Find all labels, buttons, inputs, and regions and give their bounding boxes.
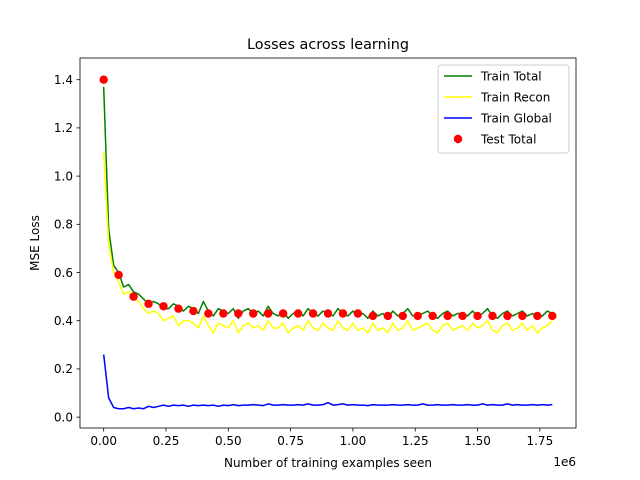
data-point <box>443 311 452 321</box>
y-tick-label: 0.2 <box>54 362 73 376</box>
data-point <box>518 311 527 321</box>
x-tick-label: 1.25 <box>402 434 429 448</box>
data-point <box>99 75 108 84</box>
data-point <box>249 309 258 318</box>
y-axis-label: MSE Loss <box>28 215 42 271</box>
data-point <box>368 311 378 321</box>
legend-label: Train Recon <box>480 90 550 104</box>
data-point <box>473 311 482 321</box>
series-line-train-global <box>102 354 553 410</box>
data-point <box>413 311 422 321</box>
series-points-test-total <box>99 75 557 321</box>
y-tick-label: 1.4 <box>54 73 73 87</box>
data-point <box>533 311 542 321</box>
data-point <box>338 309 348 318</box>
x-tick-label: 1.50 <box>464 434 491 448</box>
legend-frame <box>437 64 570 154</box>
data-point <box>323 309 333 318</box>
data-point <box>144 299 153 309</box>
legend-entry-test-total: Test Total <box>453 132 536 146</box>
data-point <box>548 311 557 321</box>
legend-entry-train-recon: Train Recon <box>444 90 550 104</box>
x-axis-label: Number of training examples seen <box>224 456 432 470</box>
x-axis-offset-label: 1e6 <box>553 455 576 469</box>
x-tick-label: 0.75 <box>277 434 304 448</box>
legend: Train Total Train Recon Train Global Test T… <box>437 64 570 154</box>
data-point <box>129 292 138 301</box>
legend-swatch <box>453 134 463 144</box>
data-point <box>204 309 213 318</box>
x-tick-label: 1.00 <box>340 434 367 448</box>
data-point <box>174 304 183 313</box>
chart-title: Losses across learning <box>247 37 409 53</box>
data-point <box>503 311 512 321</box>
data-point <box>234 309 243 318</box>
data-point <box>263 309 273 318</box>
x-tick-label: 1.75 <box>526 434 553 448</box>
y-tick-label: 0.8 <box>54 218 73 232</box>
y-tick-label: 1.0 <box>54 169 73 183</box>
data-point <box>488 311 497 321</box>
legend-label: Test Total <box>480 132 536 146</box>
legend-label: Train Total <box>480 69 542 83</box>
legend-items: Train Total Train Recon Train Global Test T… <box>444 69 552 146</box>
data-point <box>189 306 198 316</box>
data-point <box>159 302 168 311</box>
y-tick-label: 0.4 <box>54 314 73 328</box>
data-point <box>398 311 407 321</box>
data-point <box>428 311 437 321</box>
y-tick-label: 0.6 <box>54 266 73 280</box>
axes-layer: 0.00 0.25 0.50 0.75 1.00 1.25 1.50 1.75 0.0 0.2 0.… <box>54 57 577 448</box>
x-tick-label: 0.50 <box>215 434 242 448</box>
legend-entry-train-global: Train Global <box>444 111 552 125</box>
data-point <box>293 309 303 318</box>
series-layer <box>99 75 557 410</box>
x-tick-label: 0.25 <box>153 434 180 448</box>
x-tick-label: 0.00 <box>90 434 117 448</box>
y-tick-label: 1.2 <box>54 121 73 135</box>
legend-label: Train Global <box>480 111 552 125</box>
data-point <box>458 311 467 321</box>
data-point <box>219 309 228 318</box>
y-tick-label: 0.0 <box>54 410 73 424</box>
legend-entry-train-total: Train Total <box>444 69 542 83</box>
data-point <box>308 309 318 318</box>
data-point <box>383 311 393 321</box>
series-line-train-recon <box>102 151 553 334</box>
data-point <box>353 309 363 318</box>
data-point <box>114 270 123 280</box>
data-point <box>278 309 288 318</box>
axes-frame <box>79 57 577 429</box>
